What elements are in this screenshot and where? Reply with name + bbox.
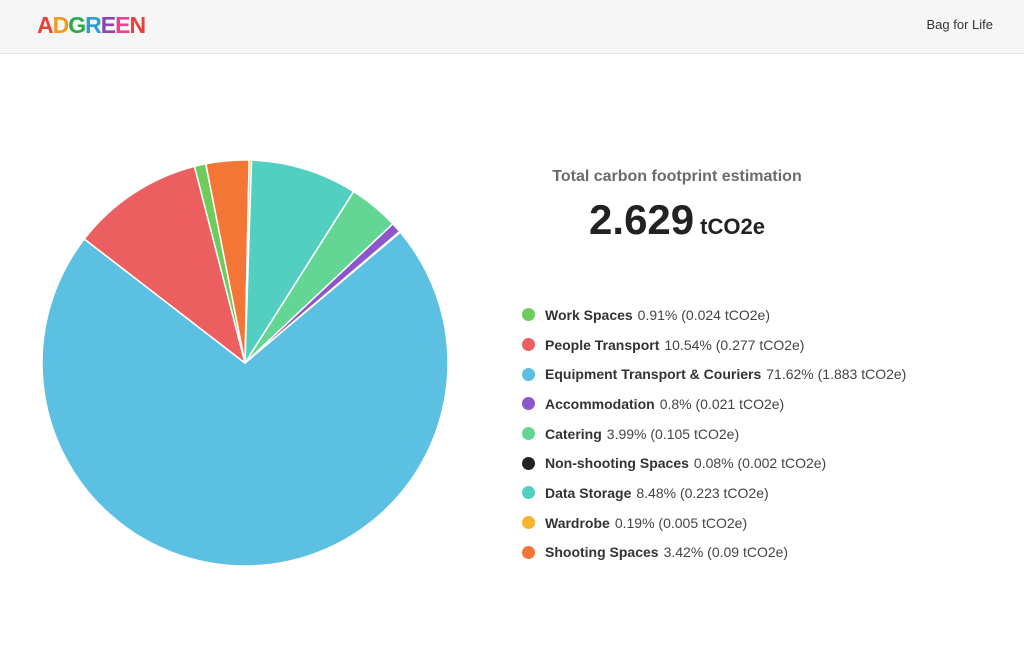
legend-dot-icon [522, 486, 535, 500]
legend-label: Equipment Transport & Couriers [545, 366, 762, 383]
legend-item[interactable]: Catering 3.99% (0.105 tCO2e) [522, 419, 1002, 449]
legend-percent: 0.8% [659, 395, 692, 412]
pie-slice-equipment-transport-couriers[interactable] [41, 231, 449, 567]
legend-label: Wardrobe [545, 514, 610, 531]
logo-letter: R [85, 12, 102, 38]
pie-slice-accommodation[interactable] [244, 223, 401, 364]
legend-value: (1.883 tCO2e) [817, 366, 907, 383]
project-name[interactable]: Bag for Life [926, 17, 994, 32]
chart-legend: Work Spaces 0.91% (0.024 tCO2e) People Tra… [522, 300, 1002, 567]
summary-value: 2.629 tCO2e [520, 196, 834, 244]
legend-value: (0.09 tCO2e) [707, 544, 789, 561]
total-footprint-unit: tCO2e [700, 214, 765, 239]
legend-dot-icon [522, 516, 535, 530]
legend-value: (0.223 tCO2e) [679, 484, 769, 501]
legend-value: (0.024 tCO2e) [681, 306, 770, 323]
legend-percent: 8.48% [636, 484, 677, 501]
legend-dot-icon [522, 456, 535, 470]
carbon-summary: Total carbon footprint estimation 2.629 t… [520, 168, 834, 244]
legend-value: (0.021 tCO2e) [695, 395, 785, 412]
legend-dot-icon [522, 427, 535, 441]
legend-item[interactable]: Data Storage 8.48% (0.223 tCO2e) [522, 478, 1002, 508]
legend-label: People Transport [545, 336, 660, 353]
legend-label: Work Spaces [545, 306, 633, 323]
summary-title: Total carbon footprint estimation [552, 168, 802, 185]
legend-dot-icon [522, 338, 535, 352]
legend-item[interactable]: Equipment Transport & Couriers 71.62% (1.… [522, 359, 1002, 389]
legend-dot-icon [522, 545, 535, 559]
legend-label: Catering [545, 425, 602, 442]
legend-value: (0.105 tCO2e) [650, 425, 740, 442]
logo-letter: D [52, 12, 70, 38]
legend-item[interactable]: Wardrobe 0.19% (0.005 tCO2e) [522, 508, 1002, 538]
legend-value: (0.002 tCO2e) [737, 455, 827, 472]
legend-label: Non-shooting Spaces [545, 455, 689, 472]
legend-item[interactable]: Non-shooting Spaces 0.08% (0.002 tCO2e) [522, 448, 1002, 478]
legend-percent: 0.91% [637, 306, 678, 323]
logo-letter: E [115, 12, 130, 38]
legend-percent: 0.08% [693, 455, 734, 472]
legend-percent: 3.99% [606, 425, 647, 442]
legend-percent: 71.62% [766, 366, 814, 383]
logo-letter: G [68, 12, 86, 38]
legend-label: Shooting Spaces [545, 544, 659, 561]
legend-item[interactable]: Shooting Spaces 3.42% (0.09 tCO2e) [522, 538, 1002, 568]
legend-label: Accommodation [545, 395, 655, 412]
legend-value: (0.277 tCO2e) [715, 336, 805, 353]
legend-item[interactable]: People Transport 10.54% (0.277 tCO2e) [522, 330, 1002, 360]
legend-value: (0.005 tCO2e) [658, 514, 748, 531]
pie-chart-svg [41, 159, 449, 567]
pie-chart [40, 158, 450, 568]
legend-percent: 0.19% [614, 514, 655, 531]
legend-label: Data Storage [545, 484, 632, 501]
logo-letter: A [37, 12, 54, 38]
legend-dot-icon [522, 397, 535, 411]
legend-percent: 3.42% [663, 544, 704, 561]
legend-item[interactable]: Work Spaces 0.91% (0.024 tCO2e) [522, 300, 1002, 330]
pie-slice-people-transport[interactable] [83, 165, 246, 364]
legend-dot-icon [522, 308, 535, 322]
legend-item[interactable]: Accommodation 0.8% (0.021 tCO2e) [522, 389, 1002, 419]
logo-letter: N [129, 12, 146, 38]
total-footprint-value: 2.629 [589, 196, 695, 243]
pie-slice-data-storage[interactable] [244, 159, 355, 364]
logo-letter: E [100, 12, 116, 38]
legend-dot-icon [522, 367, 535, 381]
legend-percent: 10.54% [664, 336, 712, 353]
